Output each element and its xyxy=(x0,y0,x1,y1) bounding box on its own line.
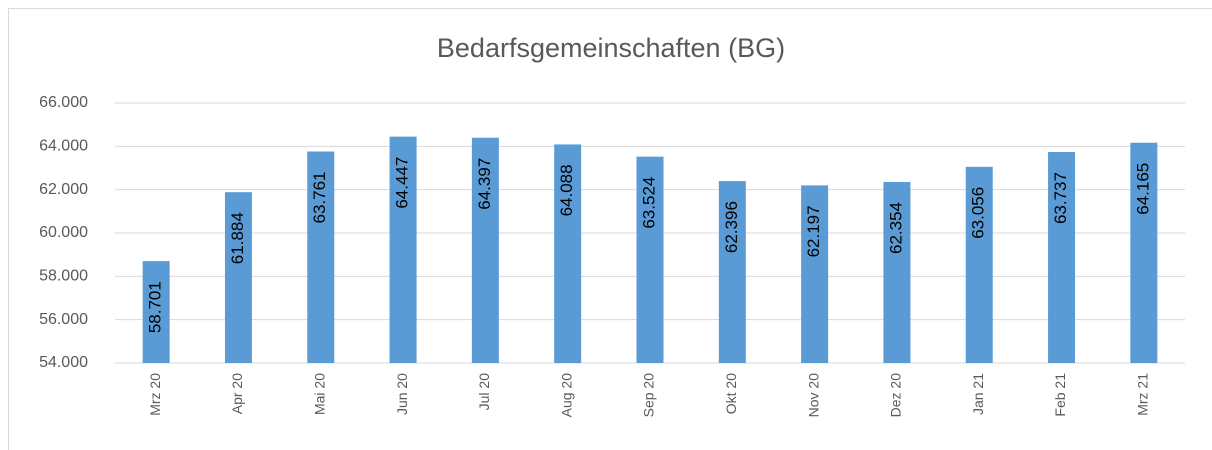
value-label: 64.447 xyxy=(393,157,412,209)
x-tick-label: Jul 20 xyxy=(476,373,492,411)
bar xyxy=(554,144,582,363)
x-tick-label: Mai 20 xyxy=(311,373,327,415)
value-label: 62.197 xyxy=(804,205,823,257)
value-label: 63.761 xyxy=(310,172,329,224)
value-label: 63.737 xyxy=(1051,172,1070,224)
x-tick-label: Aug 20 xyxy=(558,373,574,418)
x-tick-label: Feb 21 xyxy=(1052,373,1068,417)
y-tick-label: 66.000 xyxy=(39,94,88,111)
y-tick-label: 54.000 xyxy=(39,354,88,371)
bar xyxy=(883,181,911,363)
chart-title: Bedarfsgemeinschaften (BG) xyxy=(437,33,785,63)
bar xyxy=(1048,152,1076,363)
value-label: 63.524 xyxy=(639,177,658,229)
bar xyxy=(1130,142,1158,363)
bar xyxy=(718,181,746,363)
bar xyxy=(142,261,170,363)
bar xyxy=(307,151,335,363)
bar xyxy=(471,137,499,363)
x-tick-label: Sep 20 xyxy=(641,373,657,418)
bar xyxy=(224,192,252,363)
y-tick-label: 58.000 xyxy=(39,268,88,285)
x-tick-label: Nov 20 xyxy=(805,373,821,418)
bar xyxy=(389,136,417,363)
bar xyxy=(965,166,993,363)
y-tick-label: 56.000 xyxy=(39,311,88,328)
value-label: 64.165 xyxy=(1133,163,1152,215)
value-label: 61.884 xyxy=(228,212,247,264)
x-tick-label: Mrz 21 xyxy=(1135,373,1151,416)
y-tick-label: 64.000 xyxy=(39,138,88,155)
value-label: 64.397 xyxy=(475,158,494,210)
x-tick-label: Dez 20 xyxy=(888,373,904,418)
x-tick-label: Apr 20 xyxy=(229,373,245,414)
x-tick-label: Mrz 20 xyxy=(147,373,163,416)
value-label: 62.354 xyxy=(886,202,905,254)
value-label: 62.396 xyxy=(722,201,741,253)
value-label: 63.056 xyxy=(969,187,988,239)
value-label: 64.088 xyxy=(557,164,576,216)
y-tick-label: 60.000 xyxy=(39,224,88,241)
x-tick-label: Jun 20 xyxy=(394,373,410,415)
x-tick-label: Jan 21 xyxy=(970,373,986,415)
y-tick-label: 62.000 xyxy=(39,181,88,198)
value-label: 58.701 xyxy=(146,281,165,333)
x-tick-label: Okt 20 xyxy=(723,373,739,414)
bar xyxy=(636,156,664,363)
chart-frame xyxy=(8,8,1212,450)
bar xyxy=(801,185,829,363)
